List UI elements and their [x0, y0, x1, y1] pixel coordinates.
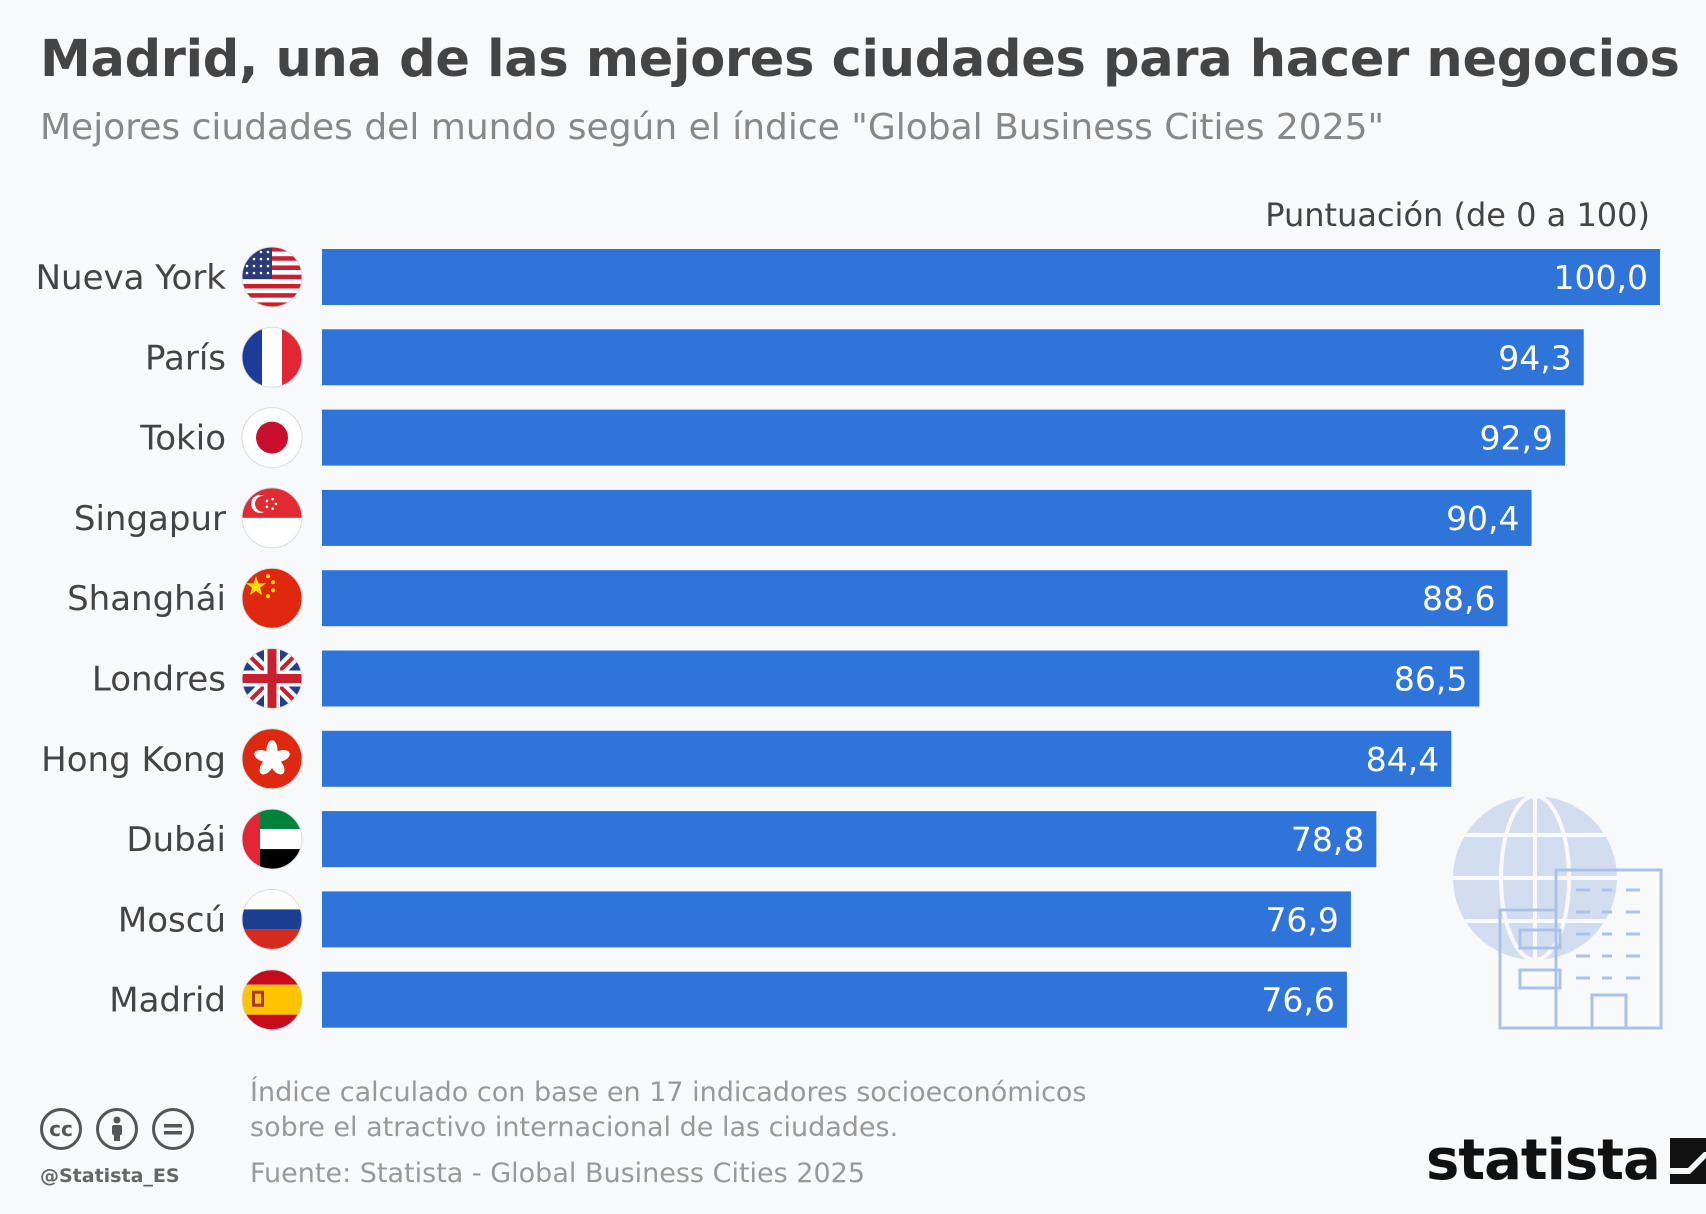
bar-nueva-york: [322, 249, 1660, 305]
japan-flag-icon: [241, 407, 303, 469]
russia-flag-icon: [241, 888, 303, 950]
category-label-londres: Londres: [92, 660, 226, 700]
category-label-nueva-york: Nueva York: [36, 258, 227, 298]
china-flag-icon: [241, 567, 303, 629]
statista-mark-icon: [1669, 1137, 1706, 1184]
hongkong-flag-icon: [241, 728, 303, 790]
uk-flag-icon: [241, 648, 303, 709]
footnote-line-1: Índice calculado con base en 17 indicado…: [250, 1077, 1087, 1108]
category-label-dubai: Dubái: [126, 820, 226, 860]
category-label-singapur: Singapur: [74, 499, 226, 539]
bar-moscu: [322, 891, 1351, 948]
attribution-icon[interactable]: [96, 1108, 138, 1150]
statista-logo[interactable]: statista: [1426, 1128, 1706, 1193]
brand-name: statista: [1426, 1128, 1661, 1193]
category-label-tokio: Tokio: [139, 419, 226, 459]
footnote-line-2: sobre el atractivo internacional de las …: [250, 1112, 899, 1143]
category-label-hong-kong: Hong Kong: [41, 740, 226, 780]
chart-subtitle: Mejores ciudades del mundo según el índi…: [40, 107, 1385, 148]
value-label-londres: 86,5: [1394, 660, 1467, 699]
bar-londres: [322, 650, 1480, 707]
value-label-dubai: 78,8: [1291, 820, 1364, 859]
value-label-shanghai: 88,6: [1422, 579, 1495, 618]
value-label-paris: 94,3: [1498, 338, 1571, 377]
creative-commons-icon[interactable]: cc: [40, 1108, 82, 1150]
bar-tokio: [322, 409, 1566, 466]
value-label-singapur: 90,4: [1446, 499, 1519, 538]
singapore-flag-icon: [241, 487, 303, 549]
bar-singapur: [322, 489, 1532, 546]
unit-label: Puntuación (de 0 a 100): [1265, 196, 1650, 234]
source-text: Fuente: Statista - Global Business Citie…: [250, 1158, 866, 1189]
value-label-tokio: 92,9: [1480, 419, 1553, 458]
category-label-madrid: Madrid: [109, 981, 226, 1021]
bar-paris: [322, 329, 1584, 386]
no-derivatives-icon[interactable]: [152, 1108, 194, 1150]
bar-dubai: [322, 811, 1377, 868]
category-label-paris: París: [145, 338, 226, 378]
france-flag-icon: [241, 326, 303, 388]
bar-shanghai: [322, 570, 1508, 627]
category-label-moscu: Moscú: [118, 900, 226, 940]
bar-hong-kong: [322, 730, 1452, 787]
footnote: Índice calculado con base en 17 indicado…: [250, 1075, 1087, 1145]
spain-flag-icon: [241, 969, 303, 1031]
value-label-nueva-york: 100,0: [1554, 258, 1648, 297]
value-label-hong-kong: 84,4: [1366, 740, 1439, 779]
value-label-moscu: 76,9: [1265, 900, 1338, 939]
globe-building-icon: [1453, 794, 1663, 1030]
bar-chart: 100,0 Nueva York 94,3 París 92,9 Tokio 90,4 Sin…: [36, 246, 1663, 1031]
license-icons: cc: [40, 1108, 194, 1150]
usa-flag-icon: [241, 246, 303, 308]
value-label-madrid: 76,6: [1261, 981, 1334, 1020]
bar-madrid: [322, 971, 1347, 1028]
uae-flag-icon: [241, 808, 303, 870]
category-label-shanghai: Shanghái: [67, 579, 226, 619]
chart-title: Madrid, una de las mejores ciudades para…: [40, 30, 1680, 89]
social-handle[interactable]: @Statista_ES: [40, 1165, 180, 1187]
